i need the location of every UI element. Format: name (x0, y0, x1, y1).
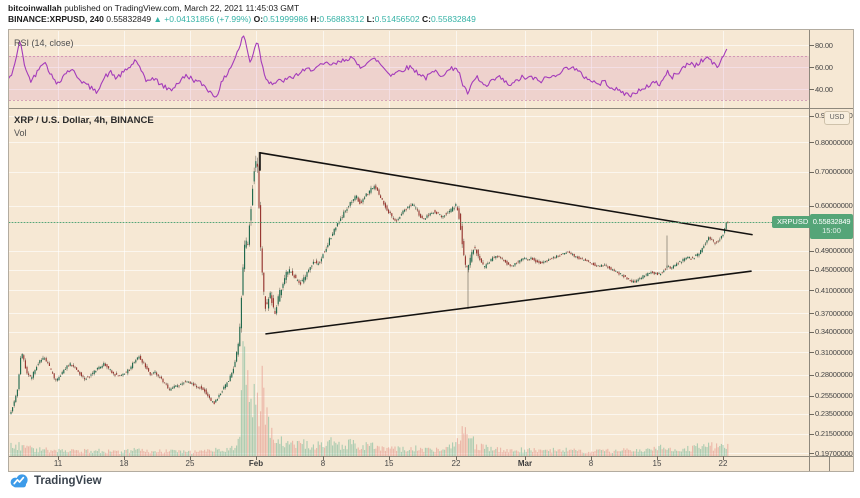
ohlc-part: C: (419, 14, 431, 24)
tradingview-logo[interactable]: TradingView (10, 474, 102, 488)
bar-countdown: 15:00 (822, 226, 841, 235)
ohlc-part: O: (253, 14, 264, 24)
author-name: bitcoinwallah (8, 3, 62, 13)
ohlc-part: BINANCE:XRPUSD, 240 (8, 14, 104, 24)
rsi-pane-title: RSI (14, close) (14, 38, 74, 48)
price-axis[interactable] (809, 30, 853, 456)
ohlc-part: L: (364, 14, 375, 24)
ohlc-part: 0.55832849 (430, 14, 476, 24)
chart-frame: RSI (14, close) XRP / U.S. Dollar, 4h, B… (8, 29, 854, 472)
publish-header: bitcoinwallah published on TradingView.c… (8, 3, 299, 13)
volume-label: Vol (14, 128, 27, 138)
publish-info: published on TradingView.com, March 22, … (61, 3, 300, 13)
time-axis[interactable] (9, 456, 853, 471)
symbol-ohlc-header: BINANCE:XRPUSD, 240 0.55832849 ▲ +0.0413… (8, 14, 476, 24)
ohlc-part: 0.51999986 (263, 14, 309, 24)
tradingview-logo-icon (10, 474, 28, 488)
usd-toggle-button[interactable]: USD (824, 111, 850, 125)
ohlc-part: 0.51456502 (374, 14, 420, 24)
tradingview-wordmark: TradingView (34, 475, 102, 487)
last-price-box: 0.55832849 15:00 (810, 214, 853, 239)
ohlc-part: 0.55832849 (103, 14, 154, 24)
ohlc-part: 0.56883312 (319, 14, 365, 24)
last-price-value: 0.55832849 (812, 217, 851, 226)
main-pane-title: XRP / U.S. Dollar, 4h, BINANCE (14, 115, 154, 126)
symbol-price-tag: XRPUSD (772, 216, 814, 228)
ohlc-part: H: (308, 14, 320, 24)
chart-canvas[interactable] (9, 30, 853, 471)
ohlc-part: ▲ +0.04131856 (+7.99%) (153, 14, 254, 24)
